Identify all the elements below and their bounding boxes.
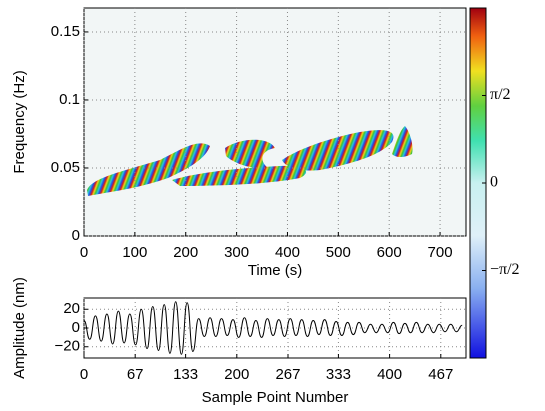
x-tick-label: 467 <box>428 366 453 383</box>
x-axis-label: Sample Point Number <box>202 389 349 406</box>
x-tick-label: 500 <box>326 244 351 261</box>
y-tick-label: 20 <box>63 300 80 317</box>
y-tick-label: −20 <box>55 338 80 355</box>
spectrogram: Frequency (Hz) Time (s) 0 100 200 300 400 500… <box>11 7 467 279</box>
x-tick-label: 0 <box>80 366 88 383</box>
x-tick-label: 200 <box>224 366 249 383</box>
y-tick-label: 0.1 <box>59 91 80 108</box>
y-tick-label: 0 <box>72 319 80 336</box>
x-tick-label: 0 <box>80 244 88 261</box>
plot-frame <box>83 7 467 237</box>
x-axis-label: Time (s) <box>248 262 302 279</box>
x-tick-label: 200 <box>173 244 198 261</box>
y-tick-label: 0.05 <box>51 159 80 176</box>
colorbar-tick-label: 0 <box>490 174 498 191</box>
waveform: Amplitude (nm) Sample Point Number 0 67 13… <box>11 277 467 406</box>
y-tick-label: 0.15 <box>51 23 80 40</box>
x-tick-label: 333 <box>326 366 351 383</box>
y-tick-label: 0 <box>72 227 80 244</box>
y-axis-label: Amplitude (nm) <box>11 277 28 379</box>
line <box>83 301 463 355</box>
x-tick-label: 67 <box>127 366 144 383</box>
x-tick-label: 600 <box>377 244 402 261</box>
x-tick-label: 133 <box>173 366 198 383</box>
y-axis-label: Frequency (Hz) <box>11 70 28 173</box>
x-tick-label: 267 <box>275 366 300 383</box>
plot-area <box>84 8 466 236</box>
x-tick-label: 300 <box>224 244 249 261</box>
x-tick-label: 400 <box>377 366 402 383</box>
phase-regions <box>87 126 413 196</box>
colorbar-tick-label: π/2 <box>490 86 511 103</box>
colorbar-tick-label: −π/2 <box>490 261 520 278</box>
x-tick-label: 400 <box>275 244 300 261</box>
colorbar: −π/2 0 π/2 <box>469 7 520 359</box>
x-tick-label: 100 <box>122 244 147 261</box>
x-tick-label: 700 <box>428 244 453 261</box>
